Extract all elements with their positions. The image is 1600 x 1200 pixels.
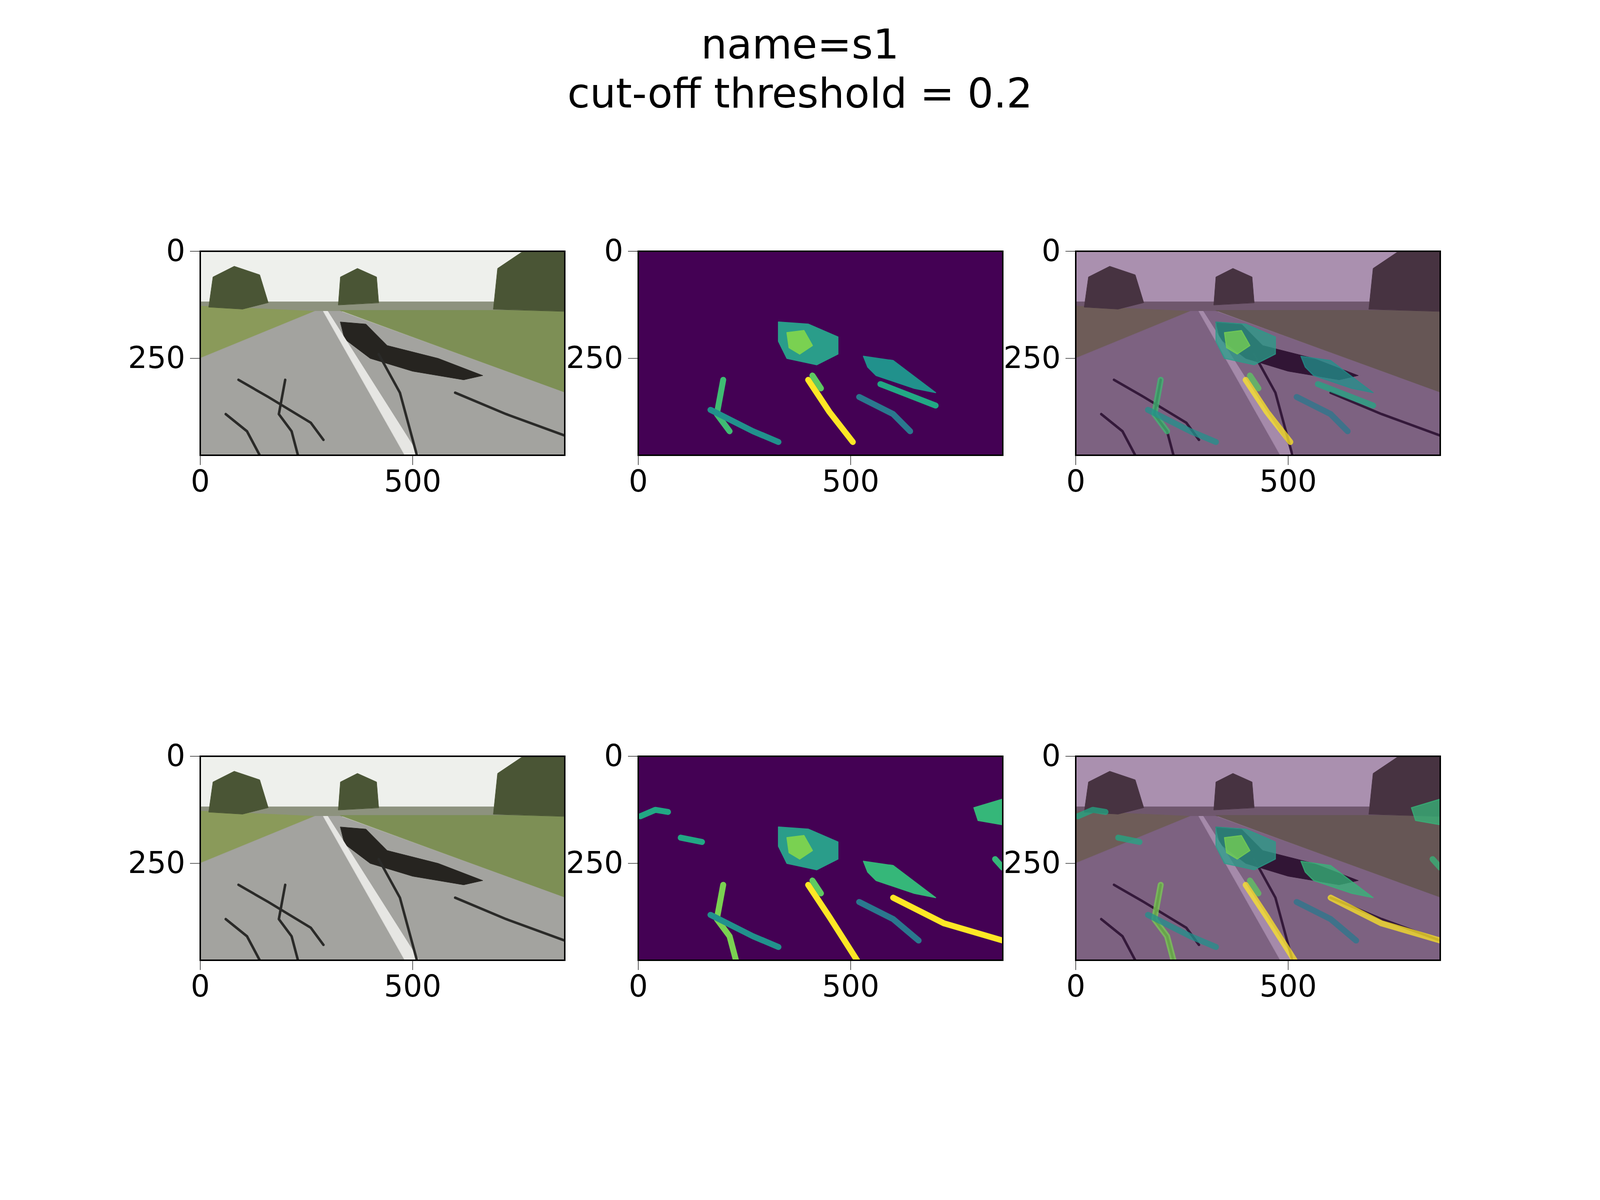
svg-text:250: 250 [566, 340, 624, 375]
svg-text:250: 250 [128, 340, 186, 375]
svg-text:0: 0 [190, 968, 210, 1004]
svg-text:0: 0 [628, 968, 648, 1004]
html-text:cut-off threshold = 0.2: cut-off threshold = 0.2 [567, 69, 1033, 118]
svg-text:0: 0 [628, 463, 648, 499]
svg-text:0: 0 [604, 738, 623, 773]
svg-text:500: 500 [384, 968, 442, 1004]
svg-text:0: 0 [166, 233, 185, 268]
svg-text:0: 0 [190, 463, 210, 499]
svg-text:0: 0 [1066, 968, 1085, 1004]
svg-text:500: 500 [822, 463, 880, 499]
svg-text:0: 0 [604, 233, 623, 268]
svg-text:500: 500 [822, 968, 880, 1004]
svg-text:250: 250 [128, 845, 186, 880]
svg-text:500: 500 [384, 463, 442, 499]
svg-text:0: 0 [166, 738, 185, 773]
html-text:name=s1: name=s1 [700, 20, 900, 68]
svg-text:500: 500 [1259, 968, 1317, 1004]
svg-text:250: 250 [566, 845, 624, 880]
svg-text:250: 250 [1003, 340, 1061, 375]
svg-text:250: 250 [1003, 845, 1061, 880]
svg-text:0: 0 [1041, 233, 1061, 268]
svg-text:0: 0 [1066, 463, 1085, 499]
svg-text:500: 500 [1259, 463, 1317, 499]
svg-text:0: 0 [1041, 738, 1061, 773]
